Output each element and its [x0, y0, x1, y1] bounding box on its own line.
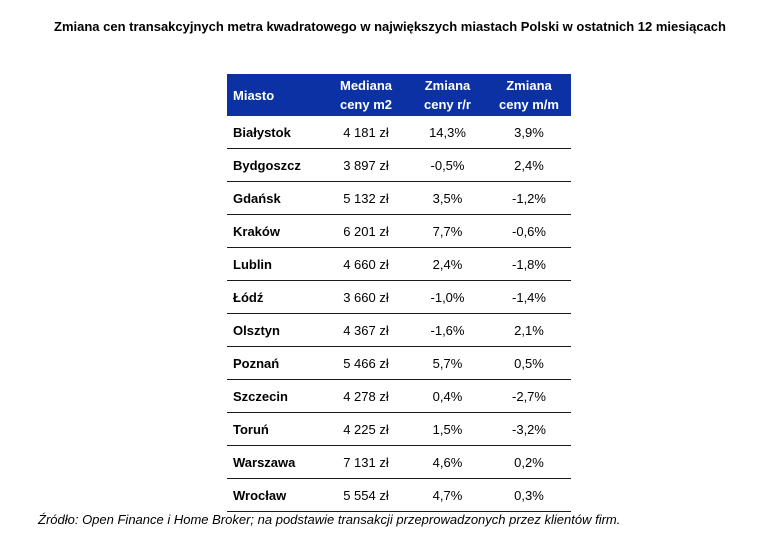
table-row: Bydgoszcz 3 897 zł -0,5% 2,4% [227, 148, 571, 182]
median-price-cell: 3 897 zł [324, 148, 408, 182]
mom-change-cell: -2,7% [487, 379, 571, 413]
median-price-cell: 4 367 zł [324, 313, 408, 347]
mom-change-cell: 0,3% [487, 478, 571, 512]
median-price-cell: 4 181 zł [324, 116, 408, 149]
yoy-change-cell: 7,7% [408, 214, 487, 248]
mom-change-cell: -1,4% [487, 280, 571, 314]
yoy-change-cell: 0,4% [408, 379, 487, 413]
table-row: Gdańsk 5 132 zł 3,5% -1,2% [227, 181, 571, 215]
mom-change-cell: -1,8% [487, 247, 571, 281]
table-row: Łódź 3 660 zł -1,0% -1,4% [227, 280, 571, 314]
yoy-change-cell: 14,3% [408, 116, 487, 149]
mom-change-cell: 0,2% [487, 445, 571, 479]
source-note: Źródło: Open Finance i Home Broker; na p… [38, 512, 621, 527]
table-row: Lublin 4 660 zł 2,4% -1,8% [227, 247, 571, 281]
city-cell: Białystok [227, 116, 324, 149]
header-yoy-line2: ceny r/r [424, 97, 471, 112]
mom-change-cell: 2,1% [487, 313, 571, 347]
page-title: Zmiana cen transakcyjnych metra kwadrato… [54, 19, 726, 34]
header-row: Miasto Mediana ceny m2 Zmiana ceny r/r Z… [227, 74, 571, 116]
table-header: Miasto Mediana ceny m2 Zmiana ceny r/r Z… [227, 74, 571, 116]
header-mom-line1: Zmiana [506, 78, 552, 93]
mom-change-cell: -3,2% [487, 412, 571, 446]
table-row: Poznań 5 466 zł 5,7% 0,5% [227, 346, 571, 380]
yoy-change-cell: 1,5% [408, 412, 487, 446]
city-cell: Bydgoszcz [227, 148, 324, 182]
header-yoy-line1: Zmiana [424, 78, 471, 93]
median-price-cell: 4 225 zł [324, 412, 408, 446]
mom-change-cell: -1,2% [487, 181, 571, 215]
city-cell: Gdańsk [227, 181, 324, 215]
mom-change-cell: 2,4% [487, 148, 571, 182]
header-yoy: Zmiana ceny r/r [408, 74, 487, 116]
median-price-cell: 5 554 zł [324, 478, 408, 512]
header-mom-line2: ceny m/m [499, 97, 559, 112]
median-price-cell: 5 466 zł [324, 346, 408, 380]
yoy-change-cell: -1,0% [408, 280, 487, 314]
yoy-change-cell: 4,7% [408, 478, 487, 512]
city-cell: Szczecin [227, 379, 324, 413]
header-median-line2: ceny m2 [339, 97, 393, 112]
median-price-cell: 7 131 zł [324, 445, 408, 479]
price-change-table: Miasto Mediana ceny m2 Zmiana ceny r/r Z… [227, 74, 571, 512]
yoy-change-cell: -0,5% [408, 148, 487, 182]
mom-change-cell: 3,9% [487, 116, 571, 149]
yoy-change-cell: -1,6% [408, 313, 487, 347]
city-cell: Wrocław [227, 478, 324, 512]
table-row: Szczecin 4 278 zł 0,4% -2,7% [227, 379, 571, 413]
city-cell: Łódź [227, 280, 324, 314]
median-price-cell: 5 132 zł [324, 181, 408, 215]
header-median: Mediana ceny m2 [324, 74, 408, 116]
table-row: Kraków 6 201 zł 7,7% -0,6% [227, 214, 571, 248]
yoy-change-cell: 3,5% [408, 181, 487, 215]
city-cell: Poznań [227, 346, 324, 380]
table-row: Białystok 4 181 zł 14,3% 3,9% [227, 116, 571, 149]
header-city-label: Miasto [233, 87, 275, 103]
city-cell: Olsztyn [227, 313, 324, 347]
city-cell: Toruń [227, 412, 324, 446]
header-mom: Zmiana ceny m/m [487, 74, 571, 116]
city-cell: Warszawa [227, 445, 324, 479]
mom-change-cell: -0,6% [487, 214, 571, 248]
table-row: Toruń 4 225 zł 1,5% -3,2% [227, 412, 571, 446]
mom-change-cell: 0,5% [487, 346, 571, 380]
table-row: Wrocław 5 554 zł 4,7% 0,3% [227, 478, 571, 512]
header-city: Miasto [227, 74, 324, 116]
city-cell: Kraków [227, 214, 324, 248]
median-price-cell: 3 660 zł [324, 280, 408, 314]
median-price-cell: 4 278 zł [324, 379, 408, 413]
city-cell: Lublin [227, 247, 324, 281]
yoy-change-cell: 2,4% [408, 247, 487, 281]
median-price-cell: 4 660 zł [324, 247, 408, 281]
table-row: Olsztyn 4 367 zł -1,6% 2,1% [227, 313, 571, 347]
yoy-change-cell: 5,7% [408, 346, 487, 380]
table-body: Białystok 4 181 zł 14,3% 3,9% Bydgoszcz 3 897… [227, 116, 571, 512]
header-median-line1: Mediana [339, 78, 392, 93]
table-row: Warszawa 7 131 zł 4,6% 0,2% [227, 445, 571, 479]
median-price-cell: 6 201 zł [324, 214, 408, 248]
yoy-change-cell: 4,6% [408, 445, 487, 479]
